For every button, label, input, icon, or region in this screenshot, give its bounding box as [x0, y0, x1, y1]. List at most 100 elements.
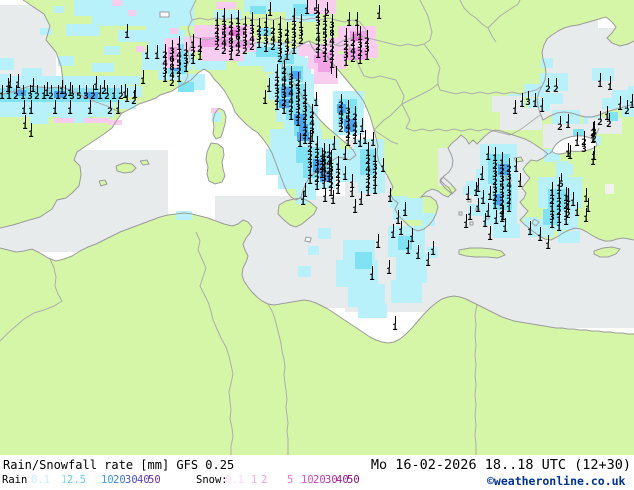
legend-snow-value: 50 — [347, 474, 360, 486]
island-mallorca — [116, 163, 136, 173]
precip-patch — [54, 118, 74, 123]
precip-patch — [492, 96, 522, 112]
precip-patch — [16, 90, 26, 96]
precip-patch — [494, 194, 503, 205]
island-malta — [305, 237, 311, 242]
precip-patch — [216, 2, 236, 9]
precip-patch — [124, 76, 140, 85]
legend-snow-value: 20 — [313, 474, 326, 486]
precip-patch — [104, 46, 120, 55]
precip-patch — [160, 0, 194, 10]
precip-patch — [541, 58, 553, 68]
precip-patch — [297, 132, 309, 141]
precip-patch — [258, 28, 271, 36]
precip-patch — [168, 47, 177, 60]
precip-patch — [116, 100, 136, 109]
legend-rain-value: 30 — [125, 474, 138, 486]
island-sicily — [278, 198, 317, 227]
legend-snow-value: 2 — [261, 474, 268, 486]
precip-patch — [294, 114, 305, 125]
legend-snow-label: Snow: — [196, 474, 228, 486]
precip-patch — [92, 14, 154, 26]
precip-patch — [393, 198, 423, 220]
precip-patch — [358, 304, 387, 318]
precip-patch — [493, 224, 520, 238]
sea-of-marmara — [551, 135, 598, 155]
precip-patch — [612, 90, 632, 103]
precip-patch — [396, 254, 427, 283]
coastline-strokes — [0, 0, 634, 344]
legend-rain-value: 40 — [137, 474, 150, 486]
precip-patch — [588, 118, 622, 134]
precip-patch — [214, 10, 242, 19]
precip-patch — [352, 34, 362, 41]
precip-patch — [398, 236, 412, 250]
precip-patch — [602, 98, 618, 109]
precip-patch — [92, 63, 114, 72]
precip-patch — [308, 0, 336, 14]
precip-patch — [84, 92, 98, 99]
precip-patch — [178, 82, 194, 92]
precip-patch — [232, 40, 250, 48]
precip-patch — [296, 196, 308, 204]
precip-patch — [348, 284, 385, 307]
precip-patch — [320, 171, 331, 182]
precip-patch — [298, 266, 311, 277]
precip-patch — [344, 119, 355, 132]
precip-patch — [468, 204, 487, 216]
precip-patch — [299, 124, 308, 133]
precip-patch — [84, 118, 110, 123]
precip-patch — [112, 0, 122, 6]
map-title: Rain/Snowfall rate [mm] GFS 0.25 — [3, 458, 235, 472]
precip-patch — [66, 24, 100, 36]
caption-bar: Rain/Snowfall rate [mm] GFS 0.25 Mo 16-0… — [0, 456, 634, 490]
precip-patch — [0, 58, 14, 70]
legend-rain-value: 10 — [101, 474, 114, 486]
precip-patch — [279, 99, 289, 108]
precip-patch — [30, 116, 48, 124]
precip-patch — [592, 68, 614, 81]
precip-patch — [54, 6, 64, 13]
precip-patch — [212, 112, 221, 122]
precip-patch — [202, 50, 244, 61]
precip-patch — [22, 68, 42, 78]
precip-patch — [118, 86, 142, 97]
legend-snow-value: 10 — [301, 474, 314, 486]
legend-rain-label: Rain — [2, 474, 28, 486]
copyright-link[interactable]: ©weatheronline.co.uk — [487, 474, 626, 488]
legend-snow-value: 30 — [325, 474, 338, 486]
island-sardinia — [206, 143, 225, 184]
precip-patch — [54, 91, 66, 98]
legend-snow-value: 0.1 — [225, 474, 244, 486]
precip-patch — [194, 60, 226, 70]
legend-rain-value: 0.1 — [31, 474, 50, 486]
precip-patch — [170, 28, 178, 34]
precip-patch — [250, 6, 266, 14]
precip-patch — [0, 102, 114, 117]
precip-patch — [256, 47, 278, 57]
precip-patch — [500, 108, 542, 130]
precip-patch — [573, 129, 584, 138]
map-canvas — [0, 0, 634, 456]
precip-patch — [488, 209, 504, 220]
precip-patch — [628, 86, 634, 112]
precip-patch — [318, 52, 332, 72]
precip-patch — [543, 93, 563, 104]
precip-patch — [128, 10, 136, 16]
legend-snow-value: 40 — [336, 474, 349, 486]
precip-patch — [422, 213, 435, 226]
precip-patch — [136, 46, 145, 52]
precip-patch — [560, 164, 573, 175]
precip-patch — [558, 231, 580, 243]
precip-patch — [58, 56, 74, 66]
precip-patch — [355, 252, 372, 269]
legend-rain-value: 2.5 — [67, 474, 86, 486]
precip-patch — [199, 37, 231, 47]
precip-patch — [391, 280, 422, 303]
precip-patch — [278, 54, 294, 64]
precip-patch — [333, 149, 359, 170]
precip-patch — [344, 48, 366, 60]
island-crete — [459, 248, 505, 258]
precip-patch — [498, 164, 509, 175]
